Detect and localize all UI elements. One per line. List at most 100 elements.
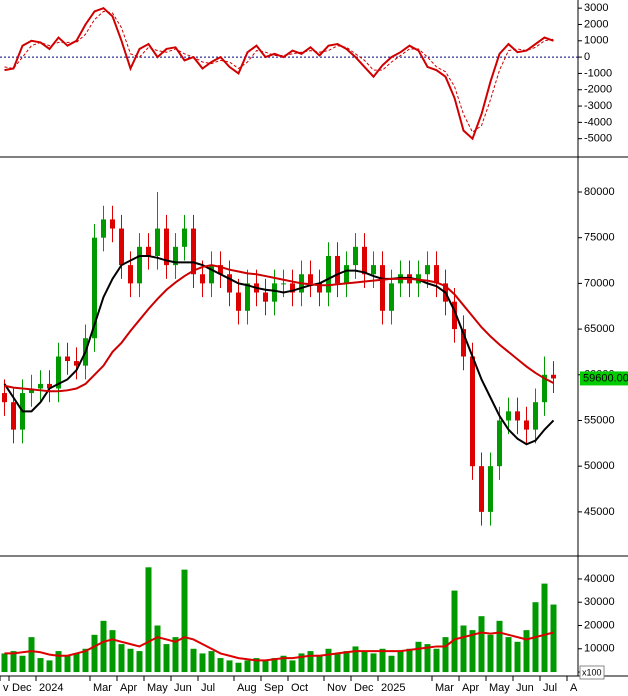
volume-bar	[253, 658, 260, 673]
x-tick-label: Apr	[120, 682, 137, 694]
candle-body	[47, 383, 52, 389]
line-series	[4, 10, 554, 133]
volume-bar	[46, 660, 53, 673]
x-tick-label: Aug	[237, 682, 257, 694]
volume-bar	[451, 590, 458, 673]
candle-body	[29, 388, 34, 394]
line-series	[3, 254, 555, 446]
volume-bar	[424, 644, 431, 673]
candle-body	[317, 283, 322, 293]
candle-body	[488, 466, 493, 512]
volume-bar	[172, 637, 179, 673]
candle-body	[497, 420, 502, 467]
y-tick-label: 40000	[584, 573, 615, 585]
x-tick-label: Apr	[462, 682, 479, 694]
volume-bar	[145, 567, 152, 673]
volume-bar	[280, 655, 287, 673]
x-tick-label: Nov	[327, 682, 347, 694]
x-tick-label: Jun	[516, 682, 534, 694]
y-tick-label: 45000	[584, 506, 615, 518]
y-tick-label: 2000	[584, 18, 608, 30]
volume-bar	[100, 620, 107, 673]
volume-bar	[487, 634, 494, 673]
y-tick-label: 3000	[584, 2, 608, 14]
volume-bar	[235, 662, 242, 673]
volume-bar	[460, 625, 467, 673]
candle-body	[524, 420, 529, 430]
volume-bar	[442, 637, 449, 673]
volume-bar	[73, 653, 80, 673]
volume-bar	[298, 653, 305, 673]
line-series	[4, 264, 554, 393]
volume-bar	[361, 651, 368, 673]
unit-label: x100	[582, 667, 602, 677]
volume-bar	[10, 651, 17, 673]
candle-body	[380, 265, 385, 311]
candle-body	[290, 283, 295, 293]
x-tick-label: May	[147, 682, 168, 694]
last-price-box	[580, 371, 628, 386]
y-tick-label: 20000	[584, 619, 615, 631]
candle-body	[65, 356, 70, 362]
candle-body	[551, 374, 556, 379]
candle-body	[173, 246, 178, 266]
volume-bar	[541, 583, 548, 673]
x-tick-label: A	[570, 682, 578, 694]
volume-bar	[406, 648, 413, 673]
candle-body	[533, 402, 538, 430]
volume-bar	[343, 651, 350, 673]
candle-body	[146, 246, 151, 256]
x-tick-label: Mar	[93, 682, 112, 694]
candle-body	[38, 383, 43, 389]
candle-body	[461, 329, 466, 357]
x-tick-label: Oct	[291, 682, 308, 694]
candle-body	[182, 228, 187, 247]
volume-bar	[478, 616, 485, 673]
x-tick-label: Jun	[174, 682, 192, 694]
volume-bar	[163, 644, 170, 673]
x-tick-label: v	[3, 682, 9, 694]
candle-body	[425, 265, 430, 275]
volume-bar	[505, 637, 512, 673]
volume-bar	[550, 604, 557, 673]
volume-bar	[415, 641, 422, 673]
volume-bar	[217, 658, 224, 673]
volume-bar	[199, 653, 206, 673]
y-tick-label: 1000	[584, 35, 608, 47]
candle-body	[263, 292, 268, 302]
candle-body	[470, 356, 475, 467]
candle-body	[452, 301, 457, 330]
candle-body	[236, 292, 241, 311]
line-series	[4, 7, 554, 141]
y-tick-label: -4000	[584, 116, 612, 128]
y-tick-label: 10000	[584, 643, 615, 655]
candle-body	[191, 228, 196, 275]
volume-bar	[136, 651, 143, 673]
candle-body	[2, 393, 7, 403]
candle-body	[92, 237, 97, 339]
y-tick-label: 80000	[584, 186, 615, 198]
volume-bar	[514, 641, 521, 673]
candle-body	[137, 246, 142, 284]
volume-bar	[334, 653, 341, 673]
volume-bar	[244, 660, 251, 673]
volume-bar	[397, 651, 404, 673]
volume-bar	[181, 569, 188, 673]
candle-body	[200, 274, 205, 284]
volume-bar	[379, 648, 386, 673]
x-tick-label: May	[489, 682, 510, 694]
volume-bar	[469, 630, 476, 673]
line-series	[4, 631, 554, 662]
candle-body	[308, 274, 313, 284]
volume-bar	[208, 651, 215, 673]
candle-body	[479, 466, 484, 512]
volume-bar	[109, 630, 116, 673]
volume-bar	[118, 644, 125, 673]
candle-body	[74, 361, 79, 366]
volume-bar	[28, 637, 35, 673]
candle-body	[344, 265, 349, 284]
candle-body	[245, 283, 250, 311]
candle-body	[506, 411, 511, 421]
volume-bar	[190, 648, 197, 673]
volume-bar	[370, 653, 377, 673]
